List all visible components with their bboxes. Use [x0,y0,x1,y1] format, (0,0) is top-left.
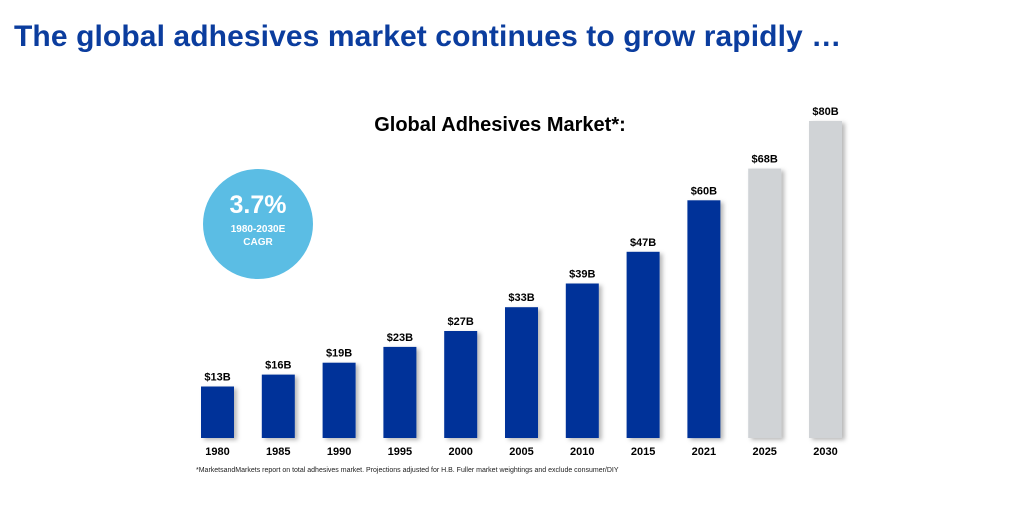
bar-1985 [261,374,295,438]
x-tick-1995: 1995 [388,446,412,458]
bar-1995 [383,346,417,438]
x-tick-2010: 2010 [570,446,594,458]
bar-2000 [444,331,478,438]
bar-2010 [565,283,599,438]
data-label-1995: $23B [387,332,413,344]
bar-2021 [687,200,721,439]
bar-2015 [626,251,660,438]
x-tick-1980: 1980 [205,446,229,458]
bars-layer: $13B 1980 $16B 1985 $19B 1990 $23B 1995 $27B 2000… [201,106,842,458]
x-tick-2015: 2015 [631,446,655,458]
data-label-2015: $47B [630,237,656,249]
cagr-badge: 3.7% 1980-2030E CAGR [203,169,313,279]
bar-1990 [322,362,356,438]
data-label-2021: $60B [691,185,717,197]
x-tick-2005: 2005 [509,446,533,458]
x-tick-1990: 1990 [327,446,351,458]
x-tick-1985: 1985 [266,446,290,458]
data-label-2030: $80B [812,106,838,118]
chart-title: Global Adhesives Market*: [374,114,626,136]
x-tick-2030: 2030 [813,446,837,458]
x-tick-2021: 2021 [692,446,716,458]
bar-2005 [505,307,538,438]
page-title: The global adhesives market continues to… [14,20,842,53]
data-label-2025: $68B [752,154,778,166]
x-tick-2025: 2025 [752,446,776,458]
data-label-1980: $13B [204,372,230,384]
bar-1980 [201,386,234,438]
bar-2025 [748,168,782,438]
cagr-label: CAGR [243,237,273,248]
data-label-1990: $19B [326,348,352,360]
data-label-2000: $27B [448,316,474,328]
data-label-1985: $16B [265,360,291,372]
footnote: *MarketsandMarkets report on total adhes… [196,467,619,474]
cagr-period: 1980-2030E [230,224,286,235]
data-label-2005: $33B [508,292,534,304]
cagr-value: 3.7% [229,191,287,219]
bar-2030 [809,121,842,438]
data-label-2010: $39B [569,269,595,281]
x-tick-2000: 2000 [448,446,472,458]
